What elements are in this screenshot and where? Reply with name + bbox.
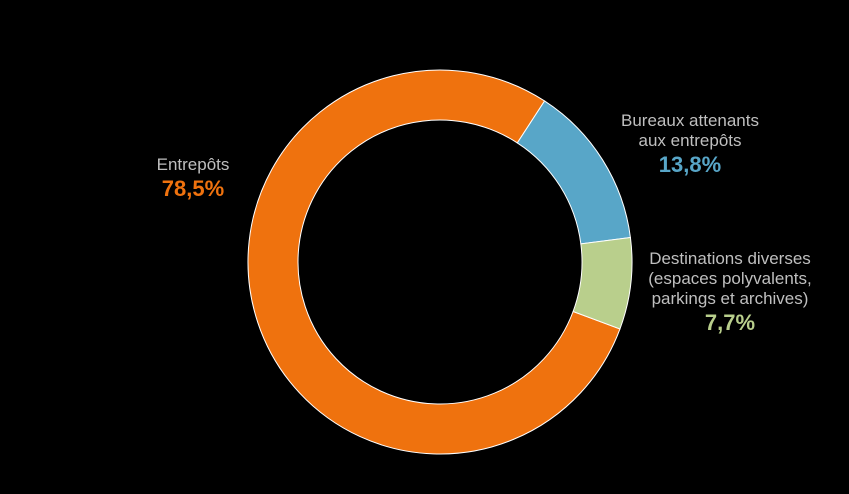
label-bureaux-value: 13,8% [658,152,722,177]
label-bureaux-name: Bureaux attenants aux entrepôts [621,111,759,150]
label-bureaux: Bureaux attenants aux entrepôts 13,8% [595,111,785,179]
label-entrepots-value: 78,5% [161,176,225,201]
slice-destinations [572,236,633,330]
label-entrepots: Entrepôts 78,5% [128,155,258,203]
label-destinations-value: 7,7% [704,310,756,335]
label-destinations: Destinations diverses (espaces polyvalen… [628,249,832,337]
slice-entrepots [247,69,621,455]
label-entrepots-name: Entrepôts [156,155,230,174]
label-destinations-name: Destinations diverses (espaces polyvalen… [648,249,812,308]
